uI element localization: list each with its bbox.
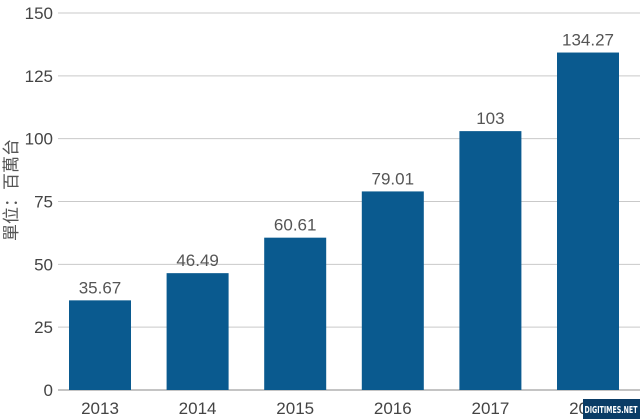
bar-2018 xyxy=(557,52,619,391)
data-label: 134.27 xyxy=(562,31,614,50)
y-tick-label: 100 xyxy=(25,130,53,149)
data-labels: 35.67 46.49 60.61 79.01 103 134.27 xyxy=(79,31,614,298)
data-label: 46.49 xyxy=(176,251,219,270)
watermark: DIGITIMES.NET xyxy=(585,405,638,416)
bar-2016 xyxy=(361,191,424,390)
data-label: 79.01 xyxy=(372,169,415,188)
data-label: 60.61 xyxy=(274,216,317,235)
x-tick-label: 2017 xyxy=(471,399,509,418)
bar-2014 xyxy=(166,273,229,390)
x-tick-label: 2015 xyxy=(276,399,314,418)
y-axis-ticks: 0 25 50 75 100 125 150 xyxy=(25,4,53,400)
y-axis-label: 單位：百萬台 xyxy=(2,139,22,241)
y-tick-label: 125 xyxy=(25,67,53,86)
y-tick-label: 150 xyxy=(25,4,53,23)
y-tick-label: 25 xyxy=(34,318,53,337)
bar-2017 xyxy=(459,131,522,391)
x-axis-ticks: 201320142015201620172018 xyxy=(81,399,607,418)
data-label: 103 xyxy=(476,109,504,128)
y-tick-label: 0 xyxy=(44,381,53,400)
x-tick-label: 2013 xyxy=(81,399,119,418)
bar-2013 xyxy=(69,300,131,390)
y-tick-label: 75 xyxy=(34,193,53,212)
x-tick-label: 2014 xyxy=(179,399,217,418)
data-label: 35.67 xyxy=(79,278,122,297)
x-tick-label: 2016 xyxy=(374,399,412,418)
y-tick-label: 50 xyxy=(34,255,53,274)
watermark-badge xyxy=(583,399,640,419)
bar-2015 xyxy=(264,237,327,390)
bars xyxy=(69,52,619,391)
gridlines xyxy=(58,12,640,391)
